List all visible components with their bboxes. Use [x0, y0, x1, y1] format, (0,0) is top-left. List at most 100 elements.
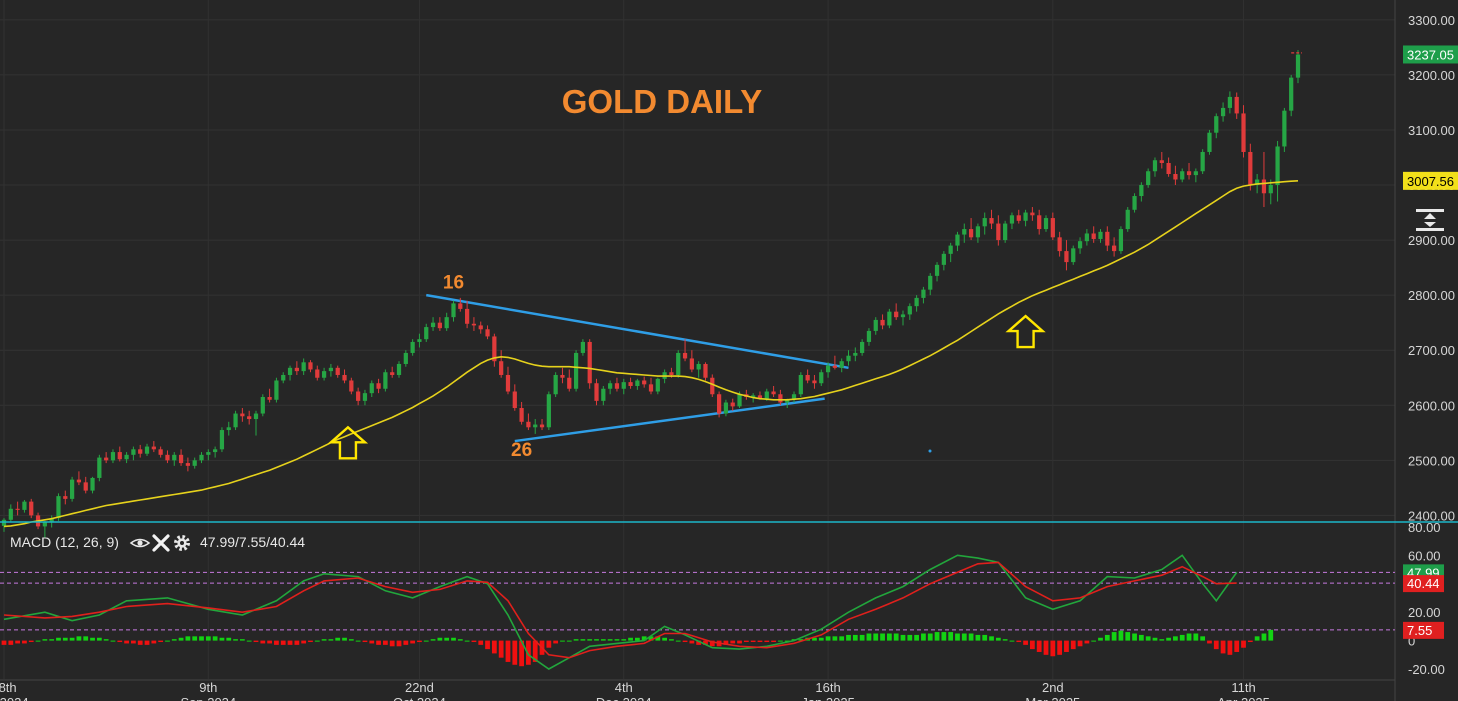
- candle-body: [798, 374, 803, 395]
- macd-histogram-bar: [846, 634, 851, 641]
- macd-reference-lines: [0, 571, 1395, 631]
- candle-body: [267, 397, 272, 400]
- candle-body: [791, 394, 797, 400]
- candle-body: [730, 402, 735, 407]
- candle: [403, 350, 408, 367]
- candle-body: [853, 352, 858, 356]
- candle-body: [478, 325, 483, 330]
- gear-icon[interactable]: [174, 535, 190, 551]
- candle: [791, 391, 797, 403]
- scale-toggle-icon[interactable]: [1416, 209, 1444, 231]
- candle: [1220, 102, 1226, 122]
- macd-histogram-bar: [478, 640, 484, 645]
- macd-histogram-bar: [737, 640, 742, 644]
- candle-body: [151, 446, 156, 450]
- candle-body: [1282, 110, 1287, 147]
- candle: [730, 398, 735, 411]
- date-axis[interactable]: 28thJul 2024 9thSep 2024 22ndOct 2024 4thDe…: [0, 680, 1270, 701]
- macd-histogram-bar: [594, 639, 599, 641]
- candle-body: [968, 229, 974, 238]
- candle: [485, 325, 490, 340]
- macd-histogram-bar: [226, 637, 232, 641]
- macd-histogram-bar: [1036, 640, 1042, 652]
- candle-body: [996, 223, 1001, 241]
- candle-body: [825, 365, 831, 373]
- candle-body: [76, 479, 82, 483]
- macd-histogram-bar: [764, 640, 770, 643]
- date-tick-month: Mar 2025: [1025, 695, 1080, 701]
- candle: [138, 444, 143, 458]
- candle-body: [819, 372, 824, 384]
- candle-body: [42, 522, 47, 527]
- candle: [1023, 209, 1028, 227]
- macd-histogram-bar: [526, 640, 531, 665]
- candle-body: [1152, 160, 1158, 172]
- eye-icon[interactable]: [129, 538, 151, 548]
- candle-body: [247, 416, 252, 420]
- candle-body: [253, 413, 259, 420]
- macd-histogram-bar: [464, 640, 470, 642]
- price-tick-label: 3300.00: [1408, 13, 1455, 28]
- candle: [97, 454, 102, 482]
- macd-histogram-bar: [369, 640, 375, 644]
- candle-body: [485, 329, 490, 337]
- candle-body: [1043, 218, 1049, 230]
- candle: [465, 300, 470, 329]
- candle-body: [1186, 171, 1192, 176]
- macd-histogram-bar: [1268, 629, 1274, 641]
- candle: [819, 369, 824, 386]
- candle-body: [131, 449, 136, 455]
- macd-histogram-bar: [941, 632, 947, 641]
- macd-histogram-bar: [321, 639, 327, 641]
- macd-histogram-bar: [614, 639, 620, 641]
- candle-body: [349, 380, 354, 392]
- candle-body: [751, 395, 756, 398]
- candle: [410, 339, 415, 356]
- candle-body: [376, 383, 381, 389]
- close-icon[interactable]: [152, 534, 170, 552]
- macd-histogram-bar: [1064, 640, 1069, 652]
- macd-histogram-bar: [1213, 640, 1219, 650]
- candle: [1003, 220, 1008, 243]
- candle: [587, 339, 592, 389]
- candle-body: [594, 383, 599, 401]
- candle: [226, 421, 231, 436]
- macd-histogram-bar: [49, 639, 55, 641]
- candle-body: [955, 234, 960, 246]
- candle-body: [1220, 107, 1226, 117]
- candle-body: [866, 330, 872, 342]
- candle-body: [335, 367, 340, 375]
- macd-histogram-bar: [287, 640, 293, 645]
- candle-body: [764, 391, 769, 399]
- macd-histogram-bar: [689, 640, 695, 644]
- candle-body: [887, 311, 892, 326]
- candle: [335, 365, 340, 378]
- macd-histogram-bar: [1207, 640, 1212, 644]
- candle-body: [880, 319, 885, 326]
- macd-histogram-bar: [110, 640, 116, 642]
- date-tick-month: Jul 2024: [0, 695, 29, 701]
- candle-body: [410, 341, 415, 353]
- candle: [321, 367, 327, 381]
- candle: [328, 363, 334, 377]
- candle: [315, 365, 320, 381]
- macd-histogram-bar: [253, 640, 259, 643]
- candle: [567, 369, 572, 392]
- candle: [1200, 149, 1205, 174]
- macd-histogram-bar: [1070, 640, 1076, 650]
- macd-histogram-bar: [314, 640, 320, 642]
- candle: [83, 476, 88, 494]
- candle: [907, 303, 912, 320]
- candle: [1098, 229, 1103, 243]
- price-tick-label: 2400.00: [1408, 508, 1455, 523]
- candle: [110, 449, 116, 464]
- candle: [832, 355, 837, 370]
- candle: [716, 391, 722, 418]
- macd-histogram-bar: [1111, 632, 1117, 641]
- macd-histogram-bar: [1009, 640, 1015, 642]
- candle: [860, 339, 865, 356]
- candle-body: [512, 391, 517, 409]
- macd-tick-label: 80.00: [1408, 520, 1441, 535]
- candle-body: [907, 306, 912, 315]
